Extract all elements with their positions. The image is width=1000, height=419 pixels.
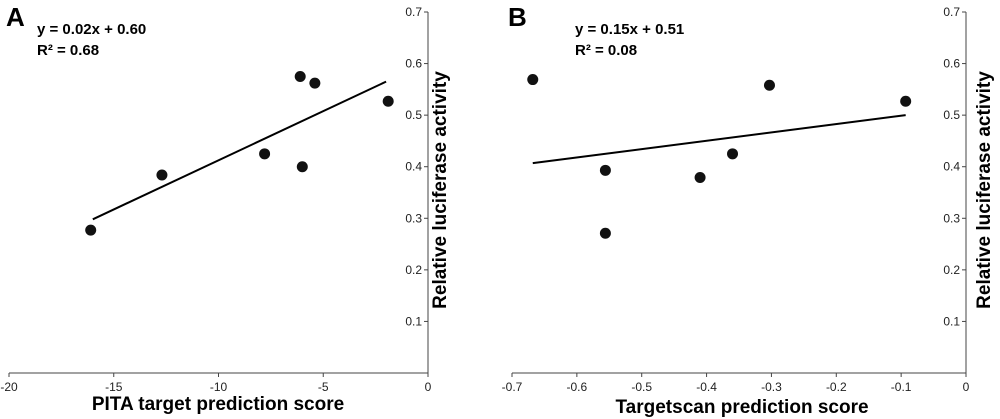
panel-b-data-point xyxy=(694,172,706,184)
panel-a-data-point xyxy=(309,77,321,89)
panel-a: A y = 0.02x + 0.60 R² = 0.68 PITA target… xyxy=(0,2,451,415)
panel-a-equation: y = 0.02x + 0.60 xyxy=(37,21,146,38)
panel-b-y-axis-title: Relative luciferase activity xyxy=(974,71,995,309)
panel-b-y-tick-label: 0.3 xyxy=(943,211,960,225)
panel-a-y-tick-label: 0.2 xyxy=(405,263,422,277)
panel-b-y-tick-label: 0.4 xyxy=(943,160,960,174)
panel-b-r-squared: R² = 0.08 xyxy=(575,42,637,59)
panel-a-y-tick-label: 0.6 xyxy=(405,57,422,71)
panel-b-x-tick-label: -0.4 xyxy=(696,380,717,394)
panel-b-y-tick-label: 0.1 xyxy=(943,314,960,328)
panel-a-letter: A xyxy=(6,2,25,32)
panel-a-y-tick-label: 0.7 xyxy=(405,5,422,19)
panel-a-trendline xyxy=(92,80,387,221)
panel-b-equation: y = 0.15x + 0.51 xyxy=(575,21,684,38)
panel-a-y-tick-label: 0.3 xyxy=(405,211,422,225)
panel-b-x-tick-label: -0.2 xyxy=(826,380,847,394)
panel-b-x-tick-label: 0 xyxy=(963,380,970,394)
panel-b-data-point xyxy=(599,227,611,239)
panel-b-x-tick-label: -0.3 xyxy=(761,380,782,394)
panel-a-y-tick-label: 0.1 xyxy=(405,314,422,328)
panel-b-data-point xyxy=(527,74,539,86)
panel-a-x-tick-label: -10 xyxy=(210,380,228,394)
panel-a-x-tick-label: 0 xyxy=(425,380,432,394)
panel-a-data-point xyxy=(296,161,308,173)
panel-a-x-tick-label: -5 xyxy=(318,380,329,394)
panel-b-x-tick-label: -0.5 xyxy=(631,380,652,394)
panel-a-y-axis-title: Relative luciferase activity xyxy=(430,71,451,309)
panel-b-y-tick-label: 0.6 xyxy=(943,57,960,71)
panel-b-y-tick-label: 0.5 xyxy=(943,108,960,122)
panel-b-x-axis-title: Targetscan prediction score xyxy=(615,397,868,418)
panel-a-data-point xyxy=(259,148,271,160)
panel-b-data-point xyxy=(763,79,775,91)
panel-a-data-point xyxy=(382,95,394,107)
panel-b-data-point xyxy=(727,148,739,160)
panel-a-data-point xyxy=(85,224,97,236)
panel-b-x-tick-label: -0.1 xyxy=(891,380,912,394)
panel-b: B y = 0.15x + 0.51 R² = 0.08 Targetscan … xyxy=(502,2,995,418)
panel-a-x-tick-label: -15 xyxy=(105,380,123,394)
panel-b-data-point xyxy=(900,95,912,107)
panel-a-x-tick-label: -20 xyxy=(0,380,18,394)
panel-a-r-squared: R² = 0.68 xyxy=(37,42,99,59)
panel-a-y-tick-label: 0.5 xyxy=(405,108,422,122)
panel-b-x-tick-label: -0.6 xyxy=(567,380,588,394)
panel-b-x-tick-label: -0.7 xyxy=(502,380,523,394)
panel-b-data-point xyxy=(599,164,611,176)
panel-b-trendline xyxy=(532,114,906,165)
panel-a-data-point xyxy=(294,70,306,82)
panel-b-y-tick-label: 0.7 xyxy=(943,5,960,19)
panel-a-x-axis-title: PITA target prediction score xyxy=(92,394,344,415)
panel-a-y-tick-label: 0.4 xyxy=(405,160,422,174)
panel-b-y-tick-label: 0.2 xyxy=(943,263,960,277)
panel-b-letter: B xyxy=(508,2,527,32)
panel-a-data-point xyxy=(156,169,168,181)
